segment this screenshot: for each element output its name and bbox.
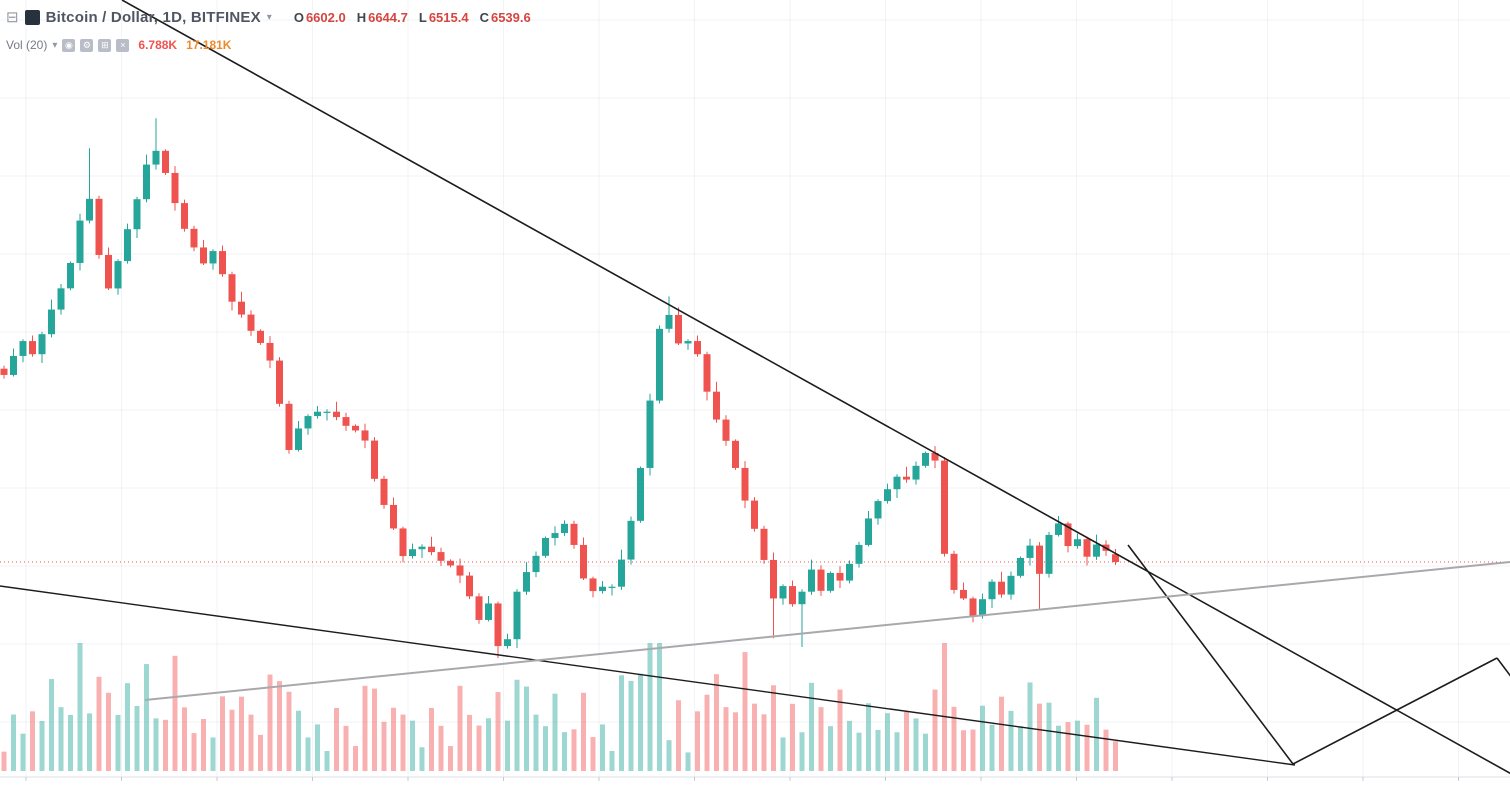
chevron-down-icon[interactable]: ▾: [266, 12, 272, 23]
ohlc-low: L 6515.4: [419, 10, 469, 25]
ohlc-high: H 6644.7: [357, 10, 408, 25]
exchange-logo-icon: [24, 10, 40, 25]
zigzag-tail-segment[interactable]: [1496, 657, 1510, 678]
zigzag-up-segment[interactable]: [1292, 657, 1498, 765]
volume-value: 6.788K: [138, 38, 178, 52]
ohlc-open-label: O: [293, 10, 304, 25]
ohlc-high-value: 6644.7: [368, 10, 408, 25]
indicator-delete-icon[interactable]: ×: [116, 38, 130, 52]
indicator-settings-icon[interactable]: ⚙: [80, 38, 94, 52]
descending-trendline-major[interactable]: [121, 0, 1510, 786]
ohlc-close-label: C: [479, 10, 489, 25]
symbol-title[interactable]: Bitcoin / Dollar, 1D, BITFINEX: [45, 9, 261, 26]
ohlc-open: O 6602.0: [294, 10, 346, 25]
collapse-panel-icon[interactable]: ⊟: [6, 9, 19, 26]
lower-wedge-line[interactable]: [0, 585, 1296, 766]
symbol-legend: ⊟ Bitcoin / Dollar, 1D, BITFINEX ▾ O 6602…: [6, 9, 531, 26]
volume-indicator-legend: Vol (20) ▾ ◉ ⚙ ⊞ × 6.788K 17.181K: [6, 38, 231, 52]
ohlc-close-value: 6539.6: [490, 10, 531, 25]
ohlc-high-label: H: [356, 10, 367, 25]
candles[interactable]: [0, 118, 1120, 658]
volume-bars: [1, 643, 1118, 771]
ohlc-close: C 6539.6: [480, 10, 531, 25]
time-axis[interactable]: [0, 776, 1510, 781]
ohlc-low-label: L: [418, 10, 427, 25]
indicator-label[interactable]: Vol (20): [6, 38, 48, 52]
volume-ma-value: 17.181K: [186, 38, 232, 52]
ohlc-open-value: 6602.0: [305, 10, 346, 25]
ascending-support-line[interactable]: [144, 561, 1510, 701]
ohlc-low-value: 6515.4: [428, 10, 469, 25]
ohlc-values: O 6602.0 H 6644.7 L 6515.4 C 6539.6: [294, 10, 531, 25]
indicator-add-icon[interactable]: ⊞: [98, 38, 112, 52]
zigzag-down-segment[interactable]: [1127, 544, 1294, 765]
indicator-eye-icon[interactable]: ◉: [62, 38, 76, 52]
chevron-down-icon[interactable]: ▾: [52, 39, 58, 51]
